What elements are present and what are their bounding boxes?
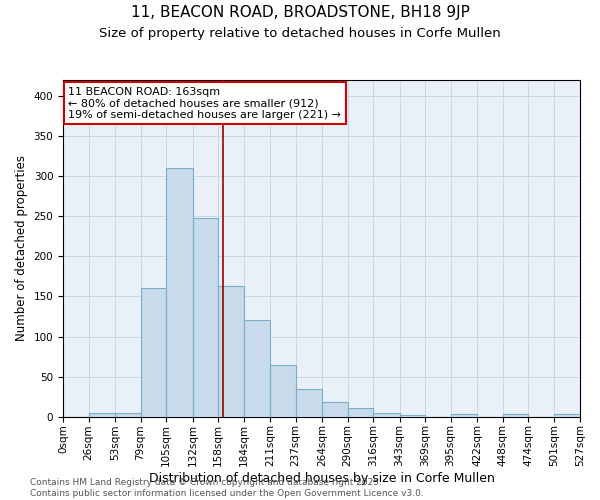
- Bar: [296, 390, 322, 416]
- Text: Size of property relative to detached houses in Corfe Mullen: Size of property relative to detached ho…: [99, 28, 501, 40]
- Bar: [166, 168, 193, 416]
- Bar: [193, 218, 218, 416]
- Bar: [244, 320, 270, 416]
- Bar: [554, 414, 580, 416]
- Bar: [503, 414, 528, 416]
- X-axis label: Distribution of detached houses by size in Corfe Mullen: Distribution of detached houses by size …: [149, 472, 494, 485]
- Y-axis label: Number of detached properties: Number of detached properties: [15, 156, 28, 342]
- Bar: [451, 414, 477, 416]
- Text: 11, BEACON ROAD, BROADSTONE, BH18 9JP: 11, BEACON ROAD, BROADSTONE, BH18 9JP: [131, 5, 469, 20]
- Bar: [89, 412, 115, 416]
- Bar: [347, 408, 373, 416]
- Text: Contains HM Land Registry data © Crown copyright and database right 2025.
Contai: Contains HM Land Registry data © Crown c…: [30, 478, 424, 498]
- Bar: [322, 402, 347, 416]
- Bar: [140, 288, 166, 416]
- Text: 11 BEACON ROAD: 163sqm
← 80% of detached houses are smaller (912)
19% of semi-de: 11 BEACON ROAD: 163sqm ← 80% of detached…: [68, 86, 341, 120]
- Bar: [270, 364, 296, 416]
- Bar: [373, 412, 400, 416]
- Bar: [400, 415, 425, 416]
- Bar: [218, 286, 244, 416]
- Bar: [115, 412, 140, 416]
